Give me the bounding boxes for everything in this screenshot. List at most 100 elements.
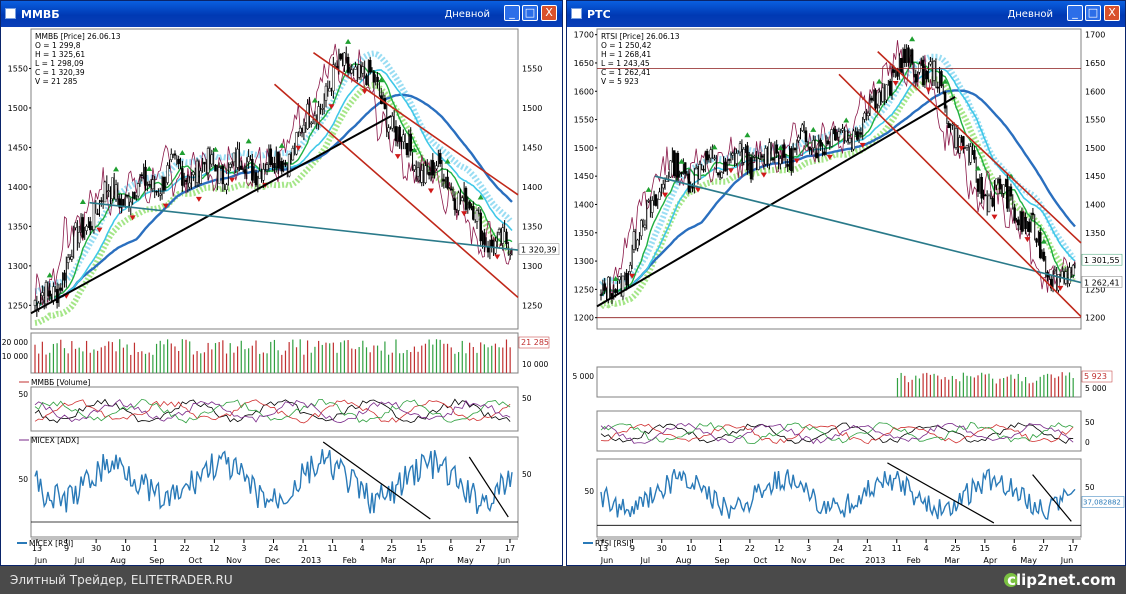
ohlc-info-line: H = 1 325,61 [35,50,85,59]
long-trendline [654,175,1082,284]
fractal-down-marker [1057,285,1064,291]
y-tick-left: 1350 [8,222,28,231]
rts-chart-svg[interactable]: 1200120012501250130013001350135014001400… [567,27,1125,565]
ohlc-info-line: O = 1 299,8 [35,41,81,50]
fractal-up-marker [810,126,817,132]
volume-tick-right: 10 000 [522,360,548,369]
candle-body [841,128,844,131]
candle-body [599,294,603,296]
candle-body [738,143,742,153]
candle-body [698,164,702,180]
candle-body [650,200,654,213]
x-day-label: 9 [630,544,635,553]
adx-line [34,399,511,423]
fractal-up-marker [645,186,652,192]
candle-body [41,292,44,296]
candle-body [225,184,228,191]
close-button[interactable]: X [1104,5,1120,21]
candle-body [188,182,191,188]
candle-body [716,172,720,176]
close-button[interactable]: X [541,5,557,21]
candle-body [874,89,877,109]
channel-upper-line [313,52,519,196]
candle-body [328,88,331,92]
candle-body [786,164,789,167]
window-titlebar[interactable]: РТС Дневной _ □ X [567,1,1125,27]
candle-body [834,128,837,141]
maximize-button[interactable]: □ [522,5,538,21]
candle-body [984,194,987,197]
candle-body [357,64,361,78]
ohlc-info-line: V = 5 923 [601,77,639,86]
y-tick-right: 1650 [1085,59,1105,68]
candle-body [258,170,261,179]
y-tick-left: 1200 [574,314,594,323]
candle-body [918,63,921,73]
candle-body [251,158,254,181]
candle-body [1038,231,1042,258]
second-value-badge [1081,253,1123,266]
candle-body [81,217,85,238]
candle-body [206,148,210,173]
candle-body [870,97,874,101]
y-tick-right: 1400 [1085,200,1105,209]
chart-app-icon [571,8,582,19]
fractal-down-marker [760,172,767,178]
candle-body [632,231,636,250]
x-day-label: 24 [268,544,278,553]
candle-body [228,164,232,168]
x-month-label: 2013 [301,556,321,565]
candle-body [475,210,479,222]
maximize-button[interactable]: □ [1085,5,1101,21]
candle-body [310,122,313,125]
candle-body [424,165,427,184]
x-day-label: 12 [774,544,784,553]
x-day-label: 3 [241,544,246,553]
x-day-label: 15 [416,544,426,553]
window-title: РТС [587,8,611,21]
candle-body [118,198,121,208]
rsi-legend: RTSI [RSI] [595,539,632,548]
fractal-up-marker [942,78,949,84]
fractal-up-marker [477,194,484,200]
candle-body [398,126,401,142]
candle-body [614,289,617,293]
x-month-label: Apr [420,556,435,565]
window-rts[interactable]: РТС Дневной _ □ X 1200 1200 1250 1250 1300 13… [566,0,1126,566]
y-tick-right: 1350 [522,222,542,231]
candle-body [859,132,863,135]
fractal-down-marker [162,203,169,209]
timeframe-label: Дневной [444,9,490,20]
fractal-down-marker [892,81,899,87]
candle-body [965,145,969,148]
adx-line [34,398,511,424]
x-day-label: 21 [298,544,308,553]
candle-body [995,178,998,186]
rsi-tick-left: 50 [584,487,594,496]
window-mmvb[interactable]: ММВБ Дневной _ □ X 1250 1250 1300 1300 1350 1… [0,0,563,566]
chart-area[interactable]: 1200120012501250130013001350135014001400… [567,27,1125,565]
candle-body [951,124,954,126]
x-month-label: Feb [343,556,357,565]
minimize-button[interactable]: _ [504,5,520,21]
window-titlebar[interactable]: ММВБ Дневной _ □ X [1,1,562,27]
candle-body [438,153,442,164]
minimize-button[interactable]: _ [1067,5,1083,21]
footer-brand: clip2net.com [1007,571,1116,589]
candle-body [508,253,512,256]
candle-body [232,152,236,163]
candle-body [888,80,892,96]
x-month-label: Aug [676,556,692,565]
candle-body [830,129,833,147]
y-tick-left: 1500 [574,144,594,153]
candle-body [147,184,151,186]
candle-body [914,73,918,83]
chart-area[interactable]: 1250 1250 1300 1300 1350 1350 1400 1400 1450 1450… [1,27,562,565]
rsi-line [600,468,1076,520]
candle-body [943,91,947,109]
candle-body [254,172,258,186]
candle-body [155,191,158,193]
y-tick-right: 1350 [1085,229,1105,238]
x-day-label: 13 [598,544,608,553]
